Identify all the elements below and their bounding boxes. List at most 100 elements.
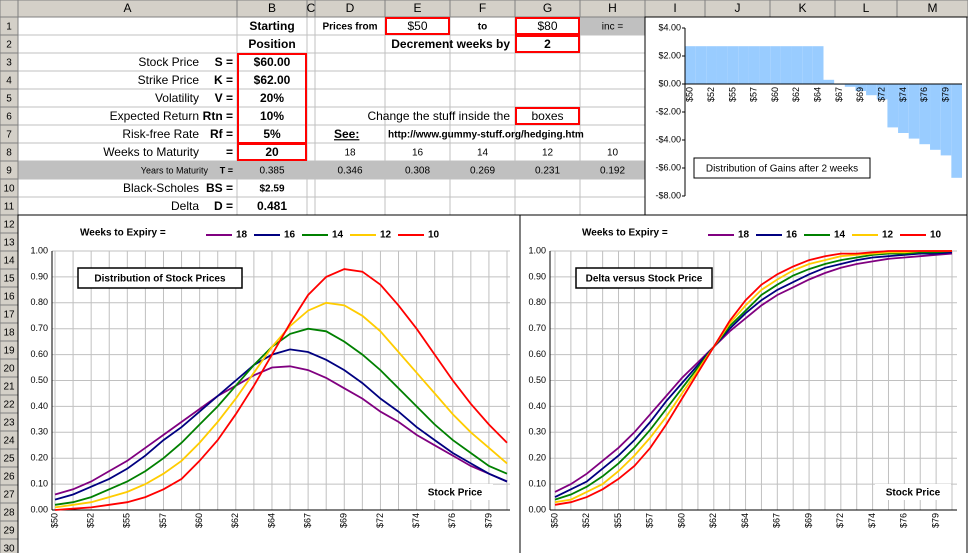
cell-text: boxes — [531, 109, 563, 123]
chart-title: Delta versus Stock Price — [586, 274, 703, 285]
cell-text: V = — [215, 91, 233, 105]
x-tick-label: $64 — [813, 87, 823, 102]
title-box — [77, 267, 243, 289]
row-label: 5 — [6, 94, 12, 105]
y-tick-label: 0.30 — [30, 427, 48, 437]
series-line — [554, 250, 952, 506]
y-tick-label: -$4.00 — [655, 134, 681, 144]
annotation-box — [693, 157, 871, 179]
bar — [695, 46, 707, 84]
x-tick-label: $57 — [749, 87, 759, 102]
bar — [727, 46, 739, 84]
y-tick-label: 0.00 — [528, 504, 546, 514]
y-tick-label: 0.40 — [528, 401, 546, 411]
x-tick-label: $76 — [899, 513, 909, 528]
cell-text: 20 — [265, 145, 279, 159]
cell-text: inc = — [602, 22, 624, 33]
x-tick-label: $50 — [49, 513, 59, 528]
row-label: 27 — [3, 490, 15, 501]
bar — [823, 79, 835, 84]
bar — [908, 84, 920, 139]
legend-label: 12 — [882, 230, 894, 241]
y-tick-label: 0.00 — [30, 504, 48, 514]
x-axis-label: Stock Price — [886, 488, 941, 499]
cell-text: 0.192 — [600, 166, 625, 177]
cell-text: 0.346 — [337, 166, 362, 177]
cell-text: Decrement weeks by — [391, 37, 510, 51]
cell-text: D = — [214, 199, 233, 213]
x-tick-label: $69 — [803, 513, 813, 528]
cell-text: http://www.gummy-stuff.org/hedging.htm — [388, 130, 584, 141]
column-label: K — [798, 1, 806, 15]
grey-cell — [580, 17, 645, 35]
x-axis-label: Stock Price — [428, 488, 483, 499]
row-label: 20 — [3, 364, 15, 375]
cell-text: 0.481 — [257, 199, 287, 213]
legend-label: 10 — [428, 230, 440, 241]
x-label-bg — [417, 484, 493, 500]
row-label: 10 — [3, 184, 15, 195]
y-tick-label: 1.00 — [30, 245, 48, 255]
cell-text: Starting — [249, 19, 294, 33]
series-line — [554, 251, 953, 498]
x-tick-label: $72 — [835, 513, 845, 528]
cell-text: 5% — [263, 127, 281, 141]
x-tick-label: $55 — [727, 87, 737, 102]
y-tick-label: 0.50 — [528, 375, 546, 385]
cell-text: 12 — [542, 148, 554, 159]
input-box — [237, 143, 307, 161]
y-tick-label: 0.60 — [30, 349, 48, 359]
series-line — [554, 250, 953, 501]
y-tick-label: 0.20 — [528, 453, 546, 463]
cell-text: See: — [334, 127, 359, 141]
bar — [791, 46, 803, 84]
cell-text: 18 — [344, 148, 356, 159]
row-label: 30 — [3, 544, 15, 553]
column-label: J — [735, 1, 741, 15]
legend-label: 14 — [834, 230, 846, 241]
bar — [844, 84, 856, 87]
annotation: Distribution of Gains after 2 weeks — [706, 164, 858, 175]
x-tick-label: $55 — [613, 513, 623, 528]
cell-text: $60.00 — [254, 55, 291, 69]
cell-text: 0.385 — [259, 166, 284, 177]
cell-text: 0.231 — [535, 166, 560, 177]
row-label: 8 — [6, 148, 12, 159]
cell-text: $2.59 — [259, 184, 284, 195]
bar — [716, 46, 728, 84]
row-label: 11 — [4, 202, 15, 213]
y-tick-label: -$2.00 — [655, 106, 681, 116]
legend-label: 18 — [738, 230, 750, 241]
bar — [780, 46, 792, 84]
y-tick-label: 0.10 — [528, 478, 546, 488]
bar — [930, 84, 941, 150]
x-tick-label: $72 — [876, 87, 886, 102]
cell-text: Position — [248, 37, 295, 51]
cell-text: 2 — [544, 37, 551, 51]
bar — [887, 84, 899, 128]
cell-text: Years to Maturity — [141, 165, 209, 175]
column-label: G — [543, 1, 552, 15]
cell-text: Stock Price — [138, 55, 199, 69]
cell-text: Rtn = — [203, 109, 233, 123]
cell-text: to — [478, 22, 487, 33]
x-tick-label: $79 — [930, 513, 940, 528]
row-label: 3 — [6, 58, 12, 69]
cell-text: Change the stuff inside the — [367, 109, 510, 123]
bar — [812, 46, 824, 84]
y-tick-label: 0.60 — [528, 349, 546, 359]
column-label: C — [307, 1, 316, 15]
bar — [919, 84, 931, 145]
x-tick-label: $72 — [375, 513, 385, 528]
bar — [685, 46, 696, 84]
cell-text: 10% — [260, 109, 284, 123]
series-line — [54, 365, 508, 496]
x-tick-label: $50 — [685, 87, 695, 102]
x-tick-label: $74 — [411, 513, 421, 528]
cell-text: 10 — [607, 148, 619, 159]
input-box — [515, 35, 580, 53]
row-label: 12 — [3, 220, 15, 231]
y-tick-label: -$6.00 — [655, 162, 681, 172]
x-tick-label: $69 — [855, 87, 865, 102]
